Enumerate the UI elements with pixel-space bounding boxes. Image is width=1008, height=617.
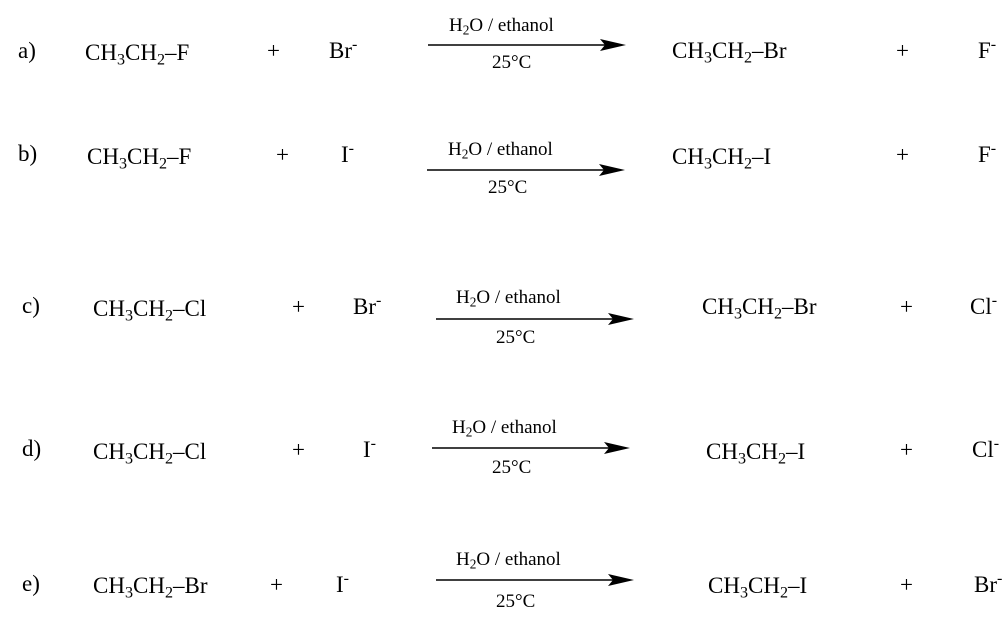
leaving-group-ion: F- xyxy=(978,140,997,167)
plus-sign: + xyxy=(267,38,280,63)
reaction-label: e) xyxy=(22,571,40,596)
reaction-arrow-icon xyxy=(436,313,634,325)
plus-sign: + xyxy=(900,294,913,319)
reaction-conditions-temperature: 25°C xyxy=(492,52,532,73)
nucleophile-ion: I- xyxy=(341,140,355,167)
product-formula: CH3CH2–Br xyxy=(672,38,787,67)
plus-sign: + xyxy=(276,142,289,167)
reaction-conditions-solvent: H2O / ethanol xyxy=(456,549,561,572)
plus-sign: + xyxy=(896,142,909,167)
reactant-formula: CH3CH2–Cl xyxy=(93,439,207,468)
reaction-conditions-temperature: 25°C xyxy=(492,457,532,478)
reaction-e: e) CH3CH2–Br + I- H2O / ethanol 25°C CH3… xyxy=(0,530,1008,612)
reaction-conditions-solvent: H2O / ethanol xyxy=(448,139,553,162)
product-formula: CH3CH2–I xyxy=(706,439,806,468)
nucleophile-ion: I- xyxy=(363,435,377,462)
product-formula: CH3CH2–Br xyxy=(702,294,817,323)
plus-sign: + xyxy=(292,294,305,319)
reaction-a: a) CH3CH2–F + Br- H2O / ethanol 25°C CH3… xyxy=(0,2,1008,82)
product-formula: CH3CH2–I xyxy=(672,144,772,173)
leaving-group-ion: F- xyxy=(978,36,997,63)
reaction-conditions-temperature: 25°C xyxy=(496,327,536,348)
reaction-arrow-icon xyxy=(428,39,626,51)
reaction-conditions-temperature: 25°C xyxy=(488,177,528,198)
plus-sign: + xyxy=(292,437,305,462)
plus-sign: + xyxy=(900,437,913,462)
leaving-group-ion: Cl- xyxy=(970,292,998,319)
reaction-label: a) xyxy=(18,38,36,63)
nucleophile-ion: Br- xyxy=(329,36,358,63)
reaction-conditions-solvent: H2O / ethanol xyxy=(449,15,554,38)
reaction-d: d) CH3CH2–Cl + I- H2O / ethanol 25°C CH3… xyxy=(0,415,1008,495)
plus-sign: + xyxy=(900,572,913,597)
reaction-label: d) xyxy=(22,436,42,461)
reaction-b: b) CH3CH2–F + I- H2O / ethanol 25°C CH3C… xyxy=(0,110,1008,197)
reactant-formula: CH3CH2–Br xyxy=(93,573,208,602)
reactant-formula: CH3CH2–Cl xyxy=(93,296,207,325)
leaving-group-ion: Br- xyxy=(974,570,1003,597)
plus-sign: + xyxy=(896,38,909,63)
reaction-c: c) CH3CH2–Cl + Br- H2O / ethanol 25°C CH… xyxy=(0,262,1008,347)
plus-sign: + xyxy=(270,572,283,597)
reactant-formula: CH3CH2–F xyxy=(85,40,190,69)
reaction-conditions-solvent: H2O / ethanol xyxy=(452,417,557,440)
reaction-conditions-solvent: H2O / ethanol xyxy=(456,287,561,310)
reaction-arrow-icon xyxy=(432,442,630,454)
reaction-arrow-icon xyxy=(436,574,634,586)
nucleophile-ion: I- xyxy=(336,570,350,597)
reaction-label: b) xyxy=(18,141,38,166)
leaving-group-ion: Cl- xyxy=(972,435,1000,462)
nucleophile-ion: Br- xyxy=(353,292,382,319)
reactant-formula: CH3CH2–F xyxy=(87,144,192,173)
reaction-arrow-icon xyxy=(427,164,625,176)
product-formula: CH3CH2–I xyxy=(708,573,808,602)
reaction-label: c) xyxy=(22,293,40,318)
reaction-conditions-temperature: 25°C xyxy=(496,591,536,612)
